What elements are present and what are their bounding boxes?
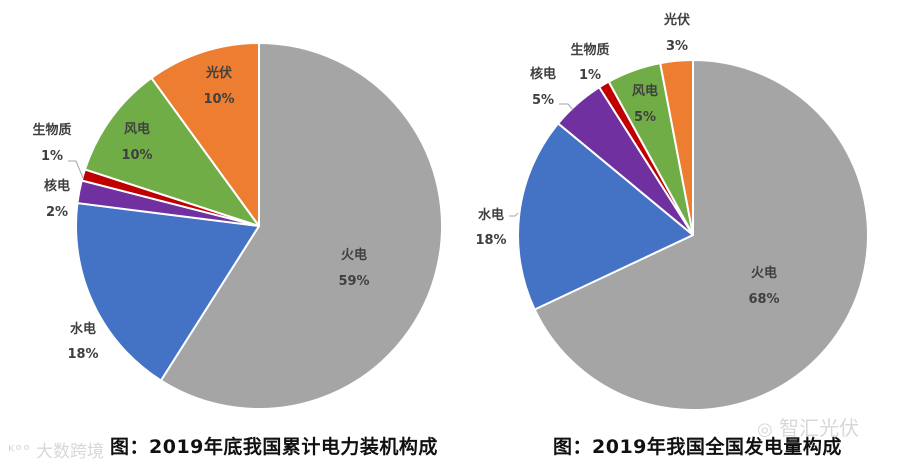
label-hydro-pct: 18% (67, 347, 98, 362)
label-nuclear-pct: 5% (532, 93, 554, 108)
label-nuclear-name: 核电 (44, 178, 70, 194)
label-solar-name: 光伏 (205, 65, 232, 81)
leader-line-biomass (68, 160, 84, 179)
pie-slice-水电 (75, 202, 260, 382)
pie-slice-光伏 (150, 42, 260, 227)
pie-slice-火电 (159, 42, 443, 410)
label-nuclear-name: 核电 (530, 66, 556, 82)
label-nuclear-pct: 2% (46, 205, 68, 220)
label-solar-pct: 10% (203, 92, 234, 107)
label-thermal-name: 火电 (751, 265, 777, 281)
label-wind-name: 风电 (124, 121, 150, 137)
label-hydro-name: 水电 (70, 321, 96, 337)
leader-line-hydro (509, 212, 519, 217)
label-thermal-pct: 68% (748, 292, 779, 307)
left-labels: 火电 59% 水电 18% 核电 2% 生物质 1% 风电 10% 光伏 10% (32, 65, 369, 362)
label-wind-name: 风电 (632, 83, 658, 99)
label-solar-pct: 3% (666, 39, 688, 54)
watermark-left: ᴷ°° 大数跨境 (8, 442, 105, 462)
pie-slice-光伏 (659, 59, 694, 236)
watermark-right: ◎ 智汇光伏 (757, 416, 860, 440)
label-hydro-name: 水电 (478, 207, 504, 223)
leader-line-nuclear (559, 103, 574, 111)
label-hydro-pct: 18% (475, 233, 506, 248)
right-labels: 火电 68% 水电 18% 核电 5% 生物质 1% 风电 5% 光伏 3% (475, 12, 779, 307)
label-wind-pct: 10% (121, 148, 152, 163)
label-wind-pct: 5% (634, 110, 656, 125)
label-biomass-name: 生物质 (570, 42, 609, 58)
label-thermal-name: 火电 (341, 247, 367, 263)
pie-slice-火电 (533, 59, 870, 411)
right-chart-caption: 图：2019年我国全国发电量构成 (553, 436, 842, 458)
label-biomass-name: 生物质 (32, 122, 71, 138)
pie-slice-水电 (517, 122, 694, 311)
label-thermal-pct: 59% (338, 274, 369, 289)
label-biomass-pct: 1% (579, 68, 601, 83)
pie-chart-generation (517, 59, 870, 411)
pie-slice-风电 (83, 76, 260, 227)
label-biomass-pct: 1% (41, 149, 63, 164)
watermark-logo-icon: ᴷ°° (8, 442, 31, 461)
wechat-icon: ◎ (757, 419, 773, 440)
pie-chart-installed-capacity (75, 42, 443, 410)
left-chart-caption: 图：2019年底我国累计电力装机构成 (110, 436, 438, 458)
label-solar-name: 光伏 (663, 12, 690, 28)
